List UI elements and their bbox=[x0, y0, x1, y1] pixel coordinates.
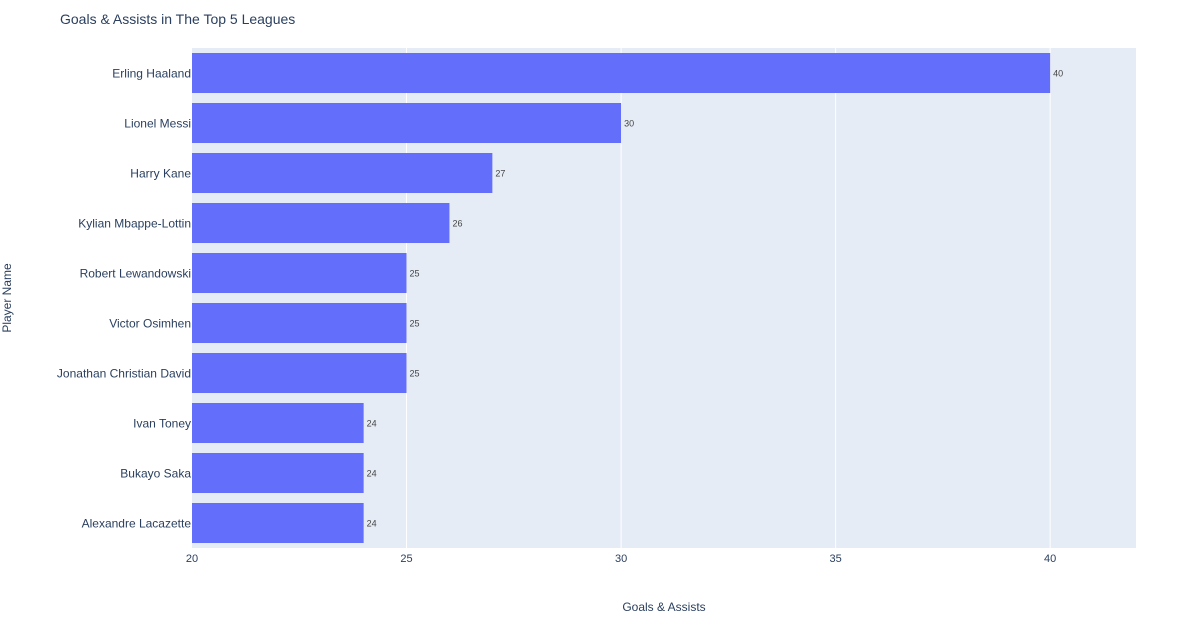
x-tick-label: 20 bbox=[186, 553, 198, 565]
y-tick-label: Lionel Messi bbox=[124, 117, 191, 131]
bar[interactable] bbox=[192, 153, 493, 193]
bar[interactable] bbox=[192, 403, 364, 443]
x-tick-label: 25 bbox=[400, 553, 412, 565]
bar[interactable] bbox=[192, 453, 364, 493]
bar[interactable] bbox=[192, 203, 450, 243]
y-tick-label: Kylian Mbappe-Lottin bbox=[78, 217, 191, 231]
x-axis-title: Goals & Assists bbox=[622, 600, 705, 614]
y-tick-label: Alexandre Lacazette bbox=[82, 517, 192, 531]
bar-value-label: 40 bbox=[1053, 69, 1063, 79]
bar-value-label: 30 bbox=[624, 119, 634, 129]
x-tick-label: 35 bbox=[830, 553, 842, 565]
chart-title: Goals & Assists in The Top 5 Leagues bbox=[60, 11, 296, 27]
bar-value-label: 24 bbox=[367, 419, 377, 429]
y-tick-label: Victor Osimhen bbox=[109, 317, 191, 331]
y-tick-label: Erling Haaland bbox=[112, 67, 191, 81]
y-tick-label: Robert Lewandowski bbox=[80, 267, 191, 281]
x-tick-label: 30 bbox=[615, 553, 627, 565]
bar[interactable] bbox=[192, 53, 1051, 93]
value-labels: 40 30 27 26 25 25 25 24 24 24 bbox=[367, 69, 1064, 529]
x-tick-labels: 20 25 30 35 40 bbox=[186, 553, 1056, 565]
bar-value-label: 25 bbox=[410, 369, 420, 379]
bar[interactable] bbox=[192, 353, 407, 393]
y-tick-label: Jonathan Christian David bbox=[57, 367, 191, 381]
y-tick-labels: Erling Haaland Lionel Messi Harry Kane Kyli… bbox=[57, 67, 191, 531]
bar-value-label: 26 bbox=[452, 219, 462, 229]
bars bbox=[192, 53, 1051, 543]
bar[interactable] bbox=[192, 303, 407, 343]
bar-value-label: 24 bbox=[367, 519, 377, 529]
bar[interactable] bbox=[192, 503, 364, 543]
bar-value-label: 24 bbox=[367, 469, 377, 479]
y-tick-label: Bukayo Saka bbox=[120, 467, 191, 481]
y-tick-label: Ivan Toney bbox=[133, 417, 191, 431]
x-tick-label: 40 bbox=[1044, 553, 1056, 565]
bar[interactable] bbox=[192, 253, 407, 293]
y-axis-title: Player Name bbox=[0, 263, 14, 333]
bar-value-label: 27 bbox=[495, 169, 505, 179]
bar[interactable] bbox=[192, 103, 622, 143]
bar-value-label: 25 bbox=[410, 319, 420, 329]
y-tick-label: Harry Kane bbox=[130, 167, 191, 181]
bar-value-label: 25 bbox=[410, 269, 420, 279]
